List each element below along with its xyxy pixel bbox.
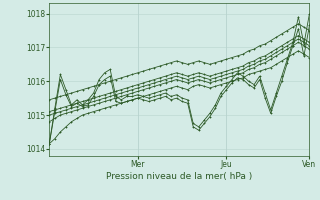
X-axis label: Pression niveau de la mer( hPa ): Pression niveau de la mer( hPa ) (106, 172, 252, 181)
